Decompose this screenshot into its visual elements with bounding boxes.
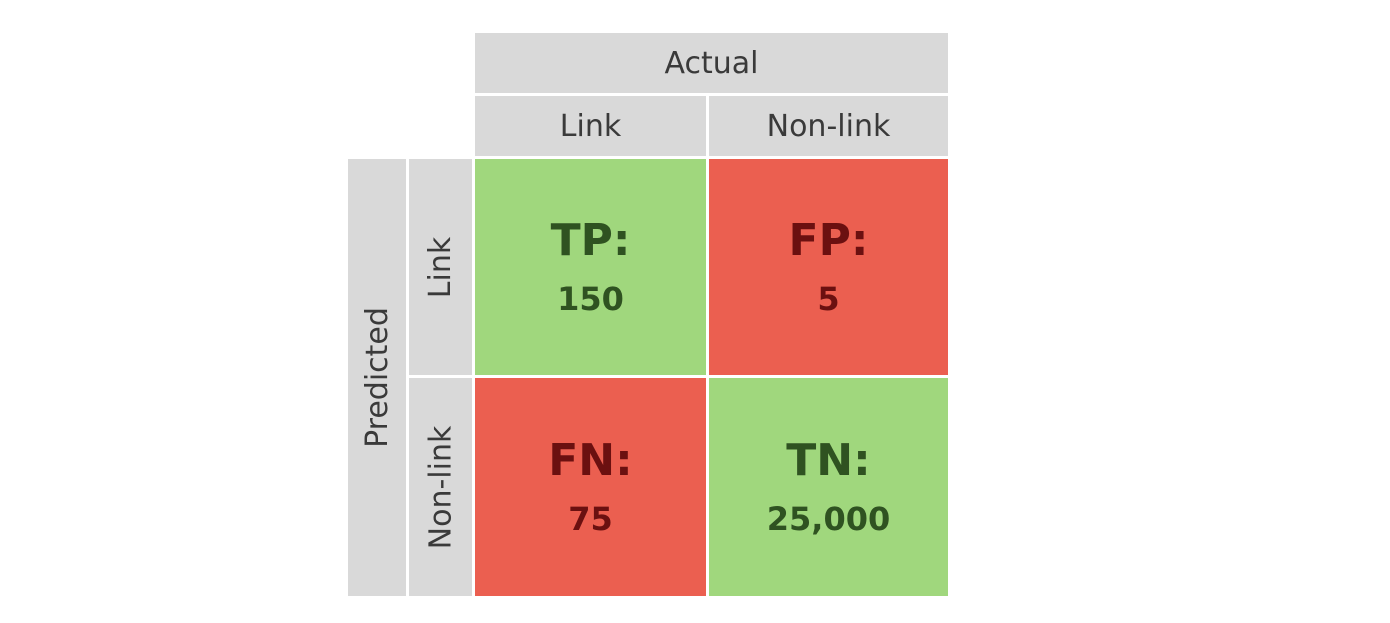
actual-header-label: Actual <box>664 45 759 81</box>
true-positive-label: TP: <box>550 215 631 266</box>
row-header-link: Link <box>409 159 472 375</box>
false-negative-cell: FN: 75 <box>475 378 706 596</box>
false-negative-label: FN: <box>548 435 633 486</box>
column-header-link-label: Link <box>559 108 622 144</box>
false-positive-value: 5 <box>817 280 840 318</box>
actual-header: Actual <box>475 33 948 93</box>
predicted-header: Predicted <box>348 159 406 596</box>
false-negative-value: 75 <box>568 500 613 538</box>
true-positive-value: 150 <box>557 280 624 318</box>
column-header-nonlink-label: Non-link <box>766 108 891 144</box>
predicted-header-label: Predicted <box>359 307 395 448</box>
row-header-nonlink-label: Non-link <box>423 425 459 549</box>
true-negative-label: TN: <box>786 435 871 486</box>
column-header-nonlink: Non-link <box>709 96 948 156</box>
row-header-nonlink: Non-link <box>409 378 472 596</box>
true-positive-cell: TP: 150 <box>475 159 706 375</box>
false-positive-cell: FP: 5 <box>709 159 948 375</box>
column-header-link: Link <box>475 96 706 156</box>
false-positive-label: FP: <box>788 215 869 266</box>
true-negative-cell: TN: 25,000 <box>709 378 948 596</box>
row-header-link-label: Link <box>423 236 458 298</box>
true-negative-value: 25,000 <box>766 500 891 538</box>
